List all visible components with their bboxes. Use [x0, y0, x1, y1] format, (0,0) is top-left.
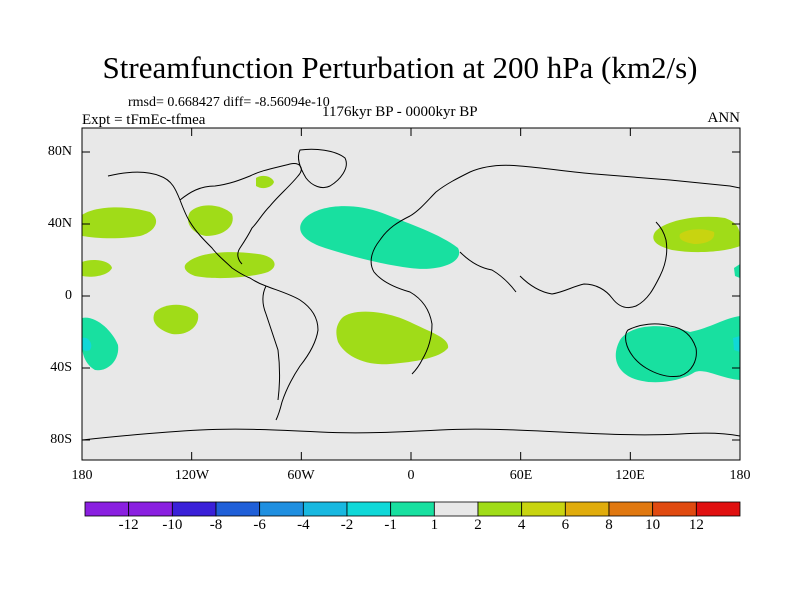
anomaly-region-australia-core	[733, 336, 740, 352]
colorbar-label: -12	[118, 517, 139, 533]
colorbar-label: -10	[162, 517, 183, 533]
axis-ticks	[81, 128, 741, 460]
coast-australia	[625, 323, 697, 377]
anomaly-region-hawaii	[82, 260, 112, 277]
colorbar-label: -2	[340, 517, 354, 533]
anomaly-region-north-america	[187, 205, 233, 236]
coast-asia-south	[459, 221, 668, 309]
x-tick-180e: 180	[729, 468, 751, 483]
anomaly-region-japan-core	[679, 229, 715, 244]
colorbar-swatch	[521, 501, 566, 517]
anomaly-region-south-pacific-east	[153, 304, 199, 335]
anomaly-contours	[82, 175, 740, 383]
anomaly-region-east-pacific	[734, 264, 740, 278]
anomaly-region-australia	[615, 316, 740, 383]
anomaly-region-north-pacific-east	[82, 207, 157, 239]
colorbar-swatch	[695, 501, 741, 517]
colorbar-swatch	[171, 501, 217, 517]
colorbar-label: 12	[688, 517, 704, 533]
colorbar-swatch	[564, 501, 610, 517]
x-tick-60e: 60E	[509, 468, 533, 483]
coast-north-america	[107, 163, 302, 287]
colorbar-label: 4	[517, 517, 526, 533]
colorbar-swatch	[259, 501, 304, 517]
anomaly-region-south-pacific-west-core	[82, 337, 92, 351]
colorbar-swatch	[390, 501, 435, 517]
x-tick-60w: 60W	[287, 468, 315, 483]
anomaly-region-atlantic	[300, 206, 460, 269]
x-tick-120w: 120W	[174, 468, 210, 483]
map-title: Streamfunction Perturbation at 200 hPa (…	[102, 50, 698, 85]
colorbar-label: 1	[430, 517, 439, 533]
coast-antarctica	[82, 428, 740, 441]
y-tick-80s: 80S	[50, 432, 72, 447]
map-background	[82, 128, 740, 460]
x-tick-120e: 120E	[615, 468, 645, 483]
period-label: 1176kyr BP - 0000kyr BP	[322, 104, 478, 120]
colorbar-swatch	[128, 501, 173, 517]
colorbar-label: -6	[253, 517, 266, 533]
y-tick-0: 0	[65, 288, 72, 303]
colorbar-label: -1	[384, 517, 397, 533]
anomaly-region-hudson	[256, 175, 274, 189]
colorbar-swatch	[215, 501, 261, 517]
colorbar-swatch	[346, 501, 392, 517]
colorbar-label: 6	[561, 517, 570, 533]
colorbar-label: -4	[297, 517, 310, 533]
colorbar	[84, 501, 741, 517]
colorbar-label: -8	[209, 517, 223, 533]
anomaly-region-south-atlantic	[336, 311, 449, 365]
y-tick-80n: 80N	[47, 144, 72, 159]
colorbar-swatch	[652, 501, 697, 517]
colorbar-label: 10	[645, 517, 661, 533]
colorbar-swatch	[302, 501, 348, 517]
x-tick-0: 0	[407, 468, 415, 483]
y-tick-40n: 40N	[47, 216, 72, 231]
coast-greenland	[297, 148, 347, 189]
coast-south-america	[262, 285, 319, 421]
coast-europe-africa	[370, 164, 740, 375]
stats-text: rmsd= 0.668427 diff= -8.56094e-10	[128, 95, 330, 110]
colorbar-swatch	[477, 501, 523, 517]
colorbar-label: 8	[605, 517, 613, 533]
colorbar-swatch	[608, 501, 654, 517]
colorbar-label: 2	[474, 517, 482, 533]
experiment-label: Expt = tFmEc-tfmea	[82, 112, 206, 128]
colorbar-swatch	[433, 501, 479, 517]
colorbar-swatch	[84, 501, 130, 517]
x-tick-180w: 180	[71, 468, 93, 483]
coastlines	[82, 148, 740, 441]
anomaly-region-south-pacific-west	[82, 317, 119, 371]
y-tick-40s: 40S	[50, 360, 72, 375]
season-label: ANN	[707, 110, 741, 126]
